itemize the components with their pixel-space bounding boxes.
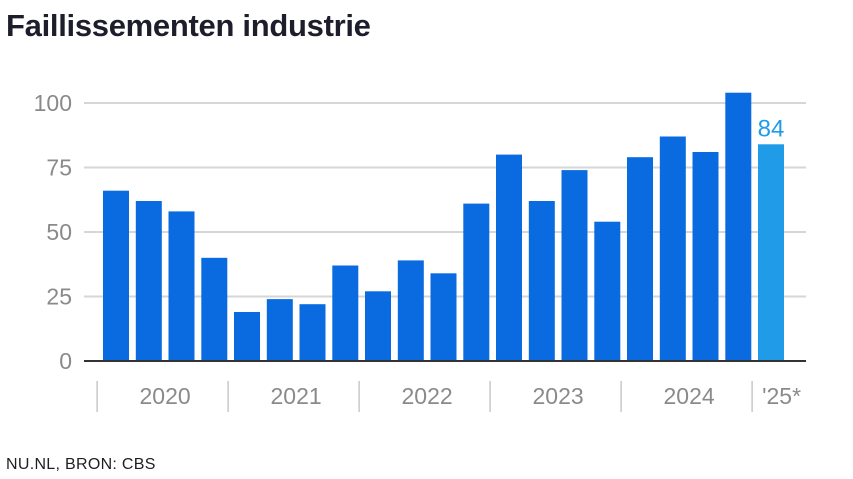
chart-title: Faillissementen industrie	[6, 8, 371, 43]
x-group-label: 2022	[402, 383, 453, 409]
y-tick-label: 75	[46, 155, 72, 181]
bar	[201, 257, 228, 361]
y-axis-ticks: 0 25 50 75 100	[34, 90, 72, 374]
bar	[266, 299, 293, 361]
x-axis: 2020 2021 2022 2023 2024 '25*	[84, 360, 806, 412]
x-group-label: '25*	[762, 383, 801, 409]
bar	[659, 136, 686, 361]
y-tick-label: 0	[59, 348, 72, 374]
bar	[627, 157, 653, 361]
bar	[365, 291, 391, 361]
x-group-label: 2023	[533, 383, 584, 409]
x-group-label: 2024	[664, 383, 715, 409]
bar	[463, 203, 490, 361]
data-labels: 84	[758, 115, 785, 142]
bar	[299, 304, 326, 361]
bar	[528, 201, 555, 361]
bar	[692, 152, 719, 361]
bar	[397, 260, 424, 361]
source-note: NU.NL, BRON: CBS	[6, 456, 156, 473]
bar	[430, 273, 457, 361]
bar	[758, 144, 784, 361]
bar	[332, 265, 359, 361]
bar	[234, 312, 260, 361]
bar	[561, 170, 588, 361]
bar	[594, 221, 621, 361]
x-group-label: 2020	[140, 383, 191, 409]
bar	[725, 92, 752, 361]
y-tick-label: 25	[46, 284, 72, 310]
bars	[103, 92, 784, 361]
bar	[496, 154, 522, 361]
bar	[135, 201, 162, 361]
bar	[103, 190, 129, 361]
y-tick-label: 50	[46, 219, 72, 245]
y-tick-label: 100	[34, 90, 72, 116]
bar	[168, 211, 195, 361]
x-group-label: 2021	[271, 383, 322, 409]
data-label: 84	[758, 115, 785, 142]
